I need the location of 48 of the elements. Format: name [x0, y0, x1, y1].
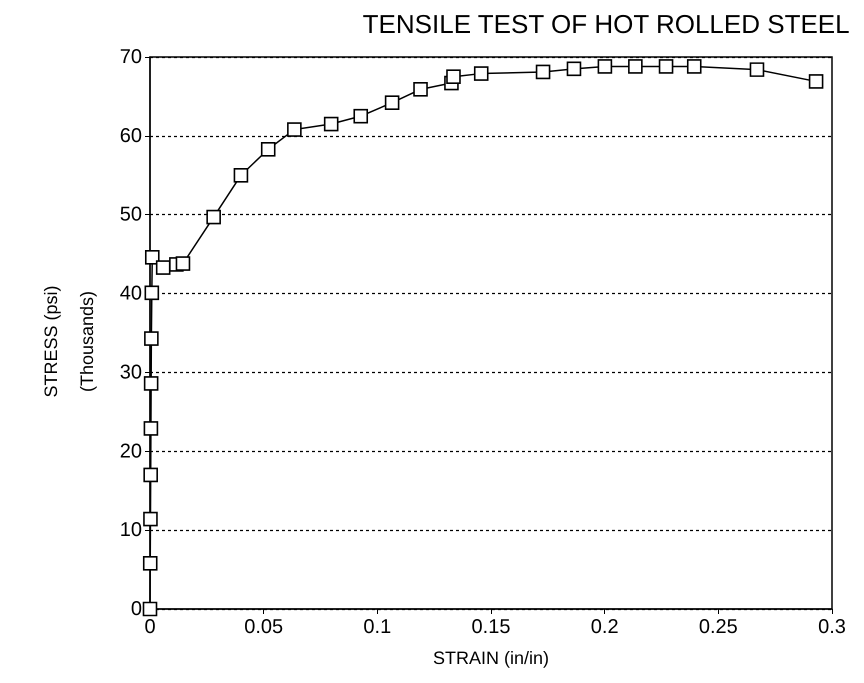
y-tick-label: 20	[120, 440, 142, 462]
point	[144, 376, 158, 391]
x-tick-label: 0	[144, 616, 156, 638]
point	[144, 285, 160, 300]
point	[324, 116, 338, 132]
point	[176, 256, 190, 271]
point	[142, 602, 158, 616]
y-tick-label: 10	[120, 519, 142, 542]
point	[353, 108, 368, 124]
point	[413, 82, 428, 97]
point	[446, 69, 461, 84]
point	[686, 59, 702, 74]
point	[143, 512, 158, 526]
y-tick-label: 60	[120, 124, 142, 147]
point	[598, 59, 612, 74]
text: (Thousands)	[77, 290, 97, 392]
point	[628, 59, 643, 74]
x-tick-label: 0.3	[818, 616, 846, 638]
x-tick-label: 0.25	[698, 616, 738, 638]
x-tick-label: 0.05	[244, 616, 284, 638]
point	[142, 556, 158, 571]
x-tick-label: 0.15	[472, 616, 510, 638]
point	[384, 95, 400, 110]
point	[144, 250, 160, 265]
y-tick-label: 70	[120, 46, 142, 68]
y-tick-label: 30	[120, 361, 142, 384]
point	[658, 59, 674, 74]
x-axis-title: STRAIN (in/in)	[432, 648, 550, 668]
point	[156, 260, 170, 275]
y-tick-label: 40	[120, 282, 142, 305]
point	[206, 210, 221, 224]
point	[234, 168, 248, 183]
point	[536, 64, 550, 80]
point	[144, 331, 159, 346]
y-axis-title: STRESS (psi)	[41, 285, 61, 398]
point	[143, 468, 158, 482]
point	[566, 62, 582, 76]
x-tick-label: 0.2	[590, 616, 619, 638]
y-tick-label: 0	[130, 598, 142, 620]
y-tick-label: 50	[120, 204, 142, 226]
chart-title: TENSILE TEST OF HOT ROLLED STEEL	[362, 9, 850, 39]
point	[750, 62, 764, 77]
point	[474, 66, 489, 81]
point	[144, 421, 158, 436]
point	[260, 142, 276, 157]
point	[287, 122, 302, 137]
point	[808, 74, 824, 89]
x-tick-label: 0.1	[363, 616, 392, 638]
